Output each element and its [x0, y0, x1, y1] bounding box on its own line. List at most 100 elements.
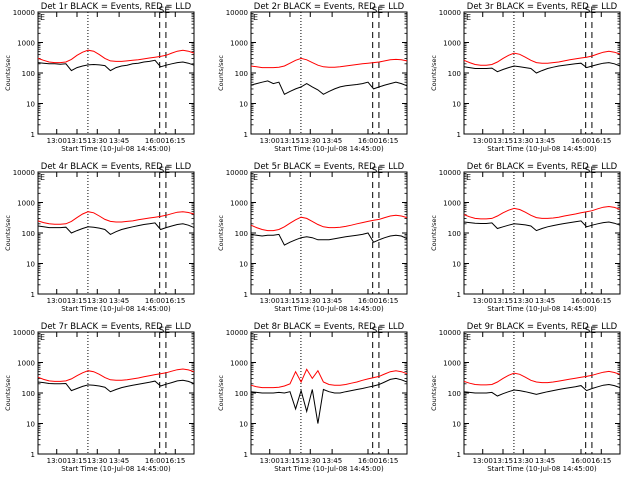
- plot-frame: [250, 11, 408, 135]
- y-axis-label: Counts/sec: [4, 55, 12, 91]
- chart-title: Det 5r BLACK = Events, RED = LLD: [254, 162, 405, 172]
- events-series-line: [37, 59, 195, 72]
- x-tick-label: 13:30: [300, 297, 320, 305]
- y-tick-label: 100: [22, 390, 35, 398]
- y-axis-label: Counts/sec: [430, 215, 438, 251]
- x-tick-label: 13:15: [67, 297, 87, 305]
- y-axis-label: Counts/sec: [430, 375, 438, 411]
- x-tick-label: 16:00: [145, 137, 165, 145]
- lld-series-line: [250, 214, 408, 232]
- x-tick-label: 13:45: [535, 457, 555, 465]
- plot-frame: [463, 11, 621, 135]
- y-tick-label: 10000: [439, 9, 461, 17]
- events-series-line: [463, 62, 621, 74]
- y-tick-label: 1000: [17, 200, 35, 208]
- y-tick-label: 10000: [439, 169, 461, 177]
- chart-panel-det7: Det 7r BLACK = Events, RED = LLD 1 10 100 10…: [4, 322, 195, 473]
- y-tick-label: 10: [239, 421, 248, 429]
- marker-label-e: E: [466, 173, 471, 182]
- x-axis-label: Start Time (10-Jul-08 14:45:00): [487, 305, 597, 313]
- x-tick-label: 16:15: [165, 137, 185, 145]
- y-tick-label: 10: [239, 101, 248, 109]
- chart-panel-det2: Det 2r BLACK = Events, RED = LLD 1 10 100 10…: [217, 2, 408, 153]
- y-axis-label: Counts/sec: [430, 55, 438, 91]
- y-tick-label: 1000: [443, 360, 461, 368]
- marker-label-se: SE: [372, 6, 384, 16]
- marker-label-e: E: [40, 13, 45, 22]
- x-tick-label: 13:00: [473, 297, 493, 305]
- x-tick-label: 13:45: [109, 137, 129, 145]
- y-tick-label: 1: [31, 131, 35, 139]
- chart-title: Det 1r BLACK = Events, RED = LLD: [41, 2, 192, 12]
- x-tick-label: 16:00: [571, 457, 591, 465]
- x-tick-label: 13:45: [322, 137, 342, 145]
- y-tick-label: 10: [452, 101, 461, 109]
- lld-series-line: [463, 50, 621, 66]
- events-series-line: [463, 220, 621, 232]
- x-tick-label: 16:00: [358, 137, 378, 145]
- y-tick-label: 10: [26, 261, 35, 269]
- y-tick-label: 10: [26, 421, 35, 429]
- plot-frame: [463, 171, 621, 295]
- x-tick-label: 13:45: [322, 297, 342, 305]
- x-tick-label: 13:30: [87, 457, 107, 465]
- y-tick-label: 1000: [230, 40, 248, 48]
- marker-label-e: E: [40, 173, 45, 182]
- x-tick-label: 13:30: [513, 137, 533, 145]
- x-tick-label: 13:00: [473, 457, 493, 465]
- y-tick-label: 1: [457, 131, 461, 139]
- y-tick-label: 1: [31, 291, 35, 299]
- marker-label-se: SE: [585, 326, 597, 336]
- plot-frame: [37, 331, 195, 455]
- y-tick-label: 10000: [226, 329, 248, 337]
- x-tick-label: 16:00: [571, 297, 591, 305]
- y-tick-label: 1000: [17, 360, 35, 368]
- x-axis-label: Start Time (10-Jul-08 14:45:00): [487, 465, 597, 473]
- events-series-line: [250, 80, 408, 95]
- chart-title: Det 6r BLACK = Events, RED = LLD: [467, 162, 618, 172]
- chart-panel-det3: Det 3r BLACK = Events, RED = LLD 1 10 100 10…: [430, 2, 621, 153]
- x-tick-label: 16:15: [165, 297, 185, 305]
- lld-series-line: [37, 368, 195, 382]
- events-series-line: [37, 379, 195, 393]
- chart-title: Det 3r BLACK = Events, RED = LLD: [467, 2, 618, 12]
- y-tick-label: 1000: [443, 200, 461, 208]
- y-tick-label: 10: [452, 261, 461, 269]
- x-axis-label: Start Time (10-Jul-08 14:45:00): [274, 305, 384, 313]
- chart-panel-det1: Det 1r BLACK = Events, RED = LLD 1 10 100 10…: [4, 2, 195, 153]
- chart-panel-det6: Det 6r BLACK = Events, RED = LLD 1 10 100 10…: [430, 162, 621, 313]
- x-tick-label: 13:00: [260, 297, 280, 305]
- chart-title: Det 7r BLACK = Events, RED = LLD: [41, 322, 192, 332]
- x-tick-label: 13:30: [513, 457, 533, 465]
- y-axis-label: Counts/sec: [217, 215, 225, 251]
- y-axis-label: Counts/sec: [4, 215, 12, 251]
- y-tick-label: 1: [244, 131, 248, 139]
- x-tick-label: 16:15: [378, 457, 398, 465]
- y-tick-label: 1: [244, 451, 248, 459]
- y-tick-label: 1000: [230, 360, 248, 368]
- x-tick-label: 13:00: [260, 137, 280, 145]
- x-tick-label: 13:30: [87, 137, 107, 145]
- y-tick-label: 10000: [13, 329, 35, 337]
- y-tick-label: 1000: [17, 40, 35, 48]
- x-tick-label: 13:45: [535, 137, 555, 145]
- x-tick-label: 13:45: [322, 457, 342, 465]
- x-axis-label: Start Time (10-Jul-08 14:45:00): [274, 145, 384, 153]
- x-tick-label: 13:30: [300, 457, 320, 465]
- marker-label-se: SE: [585, 6, 597, 16]
- y-axis-label: Counts/sec: [217, 375, 225, 411]
- chart-title: Det 2r BLACK = Events, RED = LLD: [254, 2, 405, 12]
- x-tick-label: 16:00: [358, 297, 378, 305]
- x-tick-label: 13:15: [493, 137, 513, 145]
- events-series-line: [250, 232, 408, 246]
- x-tick-label: 13:30: [87, 297, 107, 305]
- x-tick-label: 13:45: [535, 297, 555, 305]
- lld-series-line: [37, 49, 195, 64]
- x-tick-label: 16:00: [571, 137, 591, 145]
- x-tick-label: 16:15: [591, 457, 611, 465]
- chart-panel-det4: Det 4r BLACK = Events, RED = LLD 1 10 100 10…: [4, 162, 195, 313]
- chart-title: Det 9r BLACK = Events, RED = LLD: [467, 322, 618, 332]
- x-tick-label: 13:15: [493, 457, 513, 465]
- x-axis-label: Start Time (10-Jul-08 14:45:00): [487, 145, 597, 153]
